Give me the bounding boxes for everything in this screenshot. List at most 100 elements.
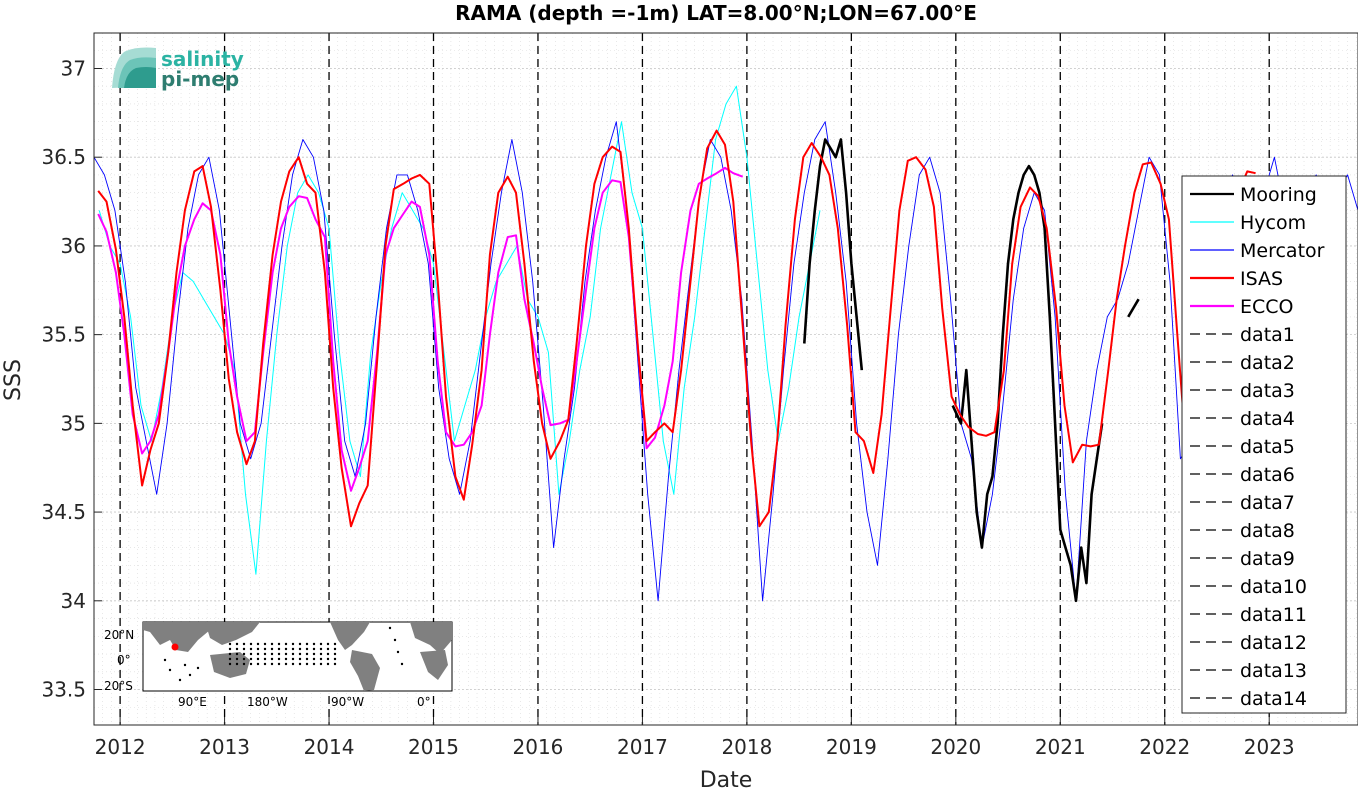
legend-label-data5: data5 <box>1240 436 1295 458</box>
inset-buoy-dot <box>277 647 281 651</box>
x-tick-label: 2018 <box>721 735 772 759</box>
series-hycom-line <box>98 85 821 575</box>
inset-buoy-dot <box>228 642 232 646</box>
inset-lon-label-90e: 90°E <box>178 695 207 709</box>
x-tick-label: 2020 <box>930 735 981 759</box>
legend-label-data8: data8 <box>1240 520 1295 542</box>
inset-buoy-dot <box>235 642 239 646</box>
plot-background <box>94 33 1358 725</box>
inset-buoy-dot <box>188 673 192 677</box>
inset-buoy-dot <box>228 662 232 666</box>
inset-buoy-dot <box>298 662 302 666</box>
inset-buoy-dot <box>249 662 253 666</box>
inset-buoy-dot <box>277 652 281 656</box>
inset-lon-label-0: 0° <box>417 695 431 709</box>
inset-buoy-dot <box>242 647 246 651</box>
chart-title: RAMA (depth =-1m) LAT=8.00°N;LON=67.00°E <box>455 1 977 25</box>
inset-buoy-dot <box>291 662 295 666</box>
legend-label-ecco: ECCO <box>1240 296 1294 318</box>
series-mercator-line <box>93 121 1358 602</box>
inset-mooring-array-dots <box>163 626 404 682</box>
inset-buoy-dot <box>228 647 232 651</box>
inset-buoy-dot <box>326 662 330 666</box>
inset-buoy-dot <box>326 657 330 661</box>
inset-buoy-dot <box>393 638 397 642</box>
inset-buoy-dot <box>168 668 172 672</box>
inset-buoy-dot <box>256 657 260 661</box>
inset-buoy-dot <box>298 642 302 646</box>
inset-buoy-dot <box>242 652 246 656</box>
inset-buoy-dot <box>319 647 323 651</box>
inset-buoy-dot <box>305 647 309 651</box>
inset-buoy-dot <box>291 647 295 651</box>
y-axis-label: SSS <box>1 359 26 401</box>
inset-buoy-dot <box>242 642 246 646</box>
inset-buoy-dot <box>333 642 337 646</box>
inset-buoy-dot <box>333 657 337 661</box>
inset-buoy-dot <box>291 652 295 656</box>
legend-label-data7: data7 <box>1240 492 1295 514</box>
x-tick-label: 2015 <box>408 735 459 759</box>
inset-buoy-dot <box>163 658 167 662</box>
inset-buoy-dot <box>249 657 253 661</box>
inset-lat-label-20n: 20°N <box>104 628 134 642</box>
inset-buoy-dot <box>284 662 288 666</box>
legend-box <box>1181 175 1347 714</box>
inset-buoy-dot <box>333 647 337 651</box>
inset-buoy-dot <box>263 652 267 656</box>
inset-buoy-dot <box>326 652 330 656</box>
y-tick-label: 35 <box>61 411 86 435</box>
inset-buoy-dot <box>312 647 316 651</box>
inset-buoy-dot <box>270 647 274 651</box>
legend-label-data1: data1 <box>1240 324 1295 346</box>
legend-label-data13: data13 <box>1240 660 1307 682</box>
legend-label-data9: data9 <box>1240 548 1295 570</box>
inset-location-map: 20°N 0° 20°S 90°E 180°W 90°W 0° <box>104 621 453 709</box>
y-tick-label: 34 <box>61 589 86 613</box>
inset-buoy-dot <box>270 662 274 666</box>
series-lines <box>93 85 1358 603</box>
inset-buoy-dot <box>178 678 182 682</box>
inset-buoy-dot <box>196 666 200 670</box>
inset-buoy-dot <box>333 652 337 656</box>
inset-buoy-dot <box>256 642 260 646</box>
legend-label-isas: ISAS <box>1240 268 1283 290</box>
series-mooring-line <box>1127 298 1140 318</box>
inset-buoy-dot <box>312 652 316 656</box>
y-tick-label: 35.5 <box>41 323 86 347</box>
x-tick-label: 2021 <box>1035 735 1086 759</box>
inset-buoy-dot <box>284 652 288 656</box>
inset-buoy-dot <box>263 642 267 646</box>
x-tick-label: 2013 <box>199 735 250 759</box>
inset-buoy-dot <box>249 652 253 656</box>
legend-label-data10: data10 <box>1240 576 1307 598</box>
y-axis-ticks: 33.5 34 34.5 35 35.5 36 36.5 37 <box>41 56 102 702</box>
inset-buoy-dot <box>388 626 392 630</box>
inset-buoy-dot <box>319 657 323 661</box>
inset-buoy-dot <box>183 663 187 667</box>
inset-lat-label-20s: 20°S <box>104 679 133 693</box>
inset-buoy-dot <box>319 662 323 666</box>
y-tick-label: 34.5 <box>41 500 86 524</box>
x-axis-label: Date <box>700 768 753 790</box>
inset-buoy-dot <box>270 652 274 656</box>
inset-buoy-dot <box>326 647 330 651</box>
logo-waves-icon <box>112 47 156 88</box>
inset-buoy-dot <box>305 662 309 666</box>
y-tick-label: 33.5 <box>41 678 86 702</box>
legend-label-data12: data12 <box>1240 632 1307 654</box>
inset-buoy-dot <box>298 652 302 656</box>
y-tick-label: 36 <box>61 234 86 258</box>
salinity-pi-mep-logo: salinity pi-mep <box>112 47 244 91</box>
inset-buoy-dot <box>333 662 337 666</box>
inset-location-marker <box>171 643 179 651</box>
inset-buoy-dot <box>235 647 239 651</box>
series-mooring-line <box>951 164 1104 603</box>
series-isas-line <box>97 129 1188 528</box>
inset-buoy-dot <box>291 642 295 646</box>
x-axis-ticks: 2012 2013 2014 2015 2016 2017 2018 2019 2020 2021… <box>95 717 1295 759</box>
inset-lon-label-180w: 180°W <box>247 695 288 709</box>
legend-label-data6: data6 <box>1240 464 1295 486</box>
inset-buoy-dot <box>284 647 288 651</box>
inset-buoy-dot <box>270 657 274 661</box>
